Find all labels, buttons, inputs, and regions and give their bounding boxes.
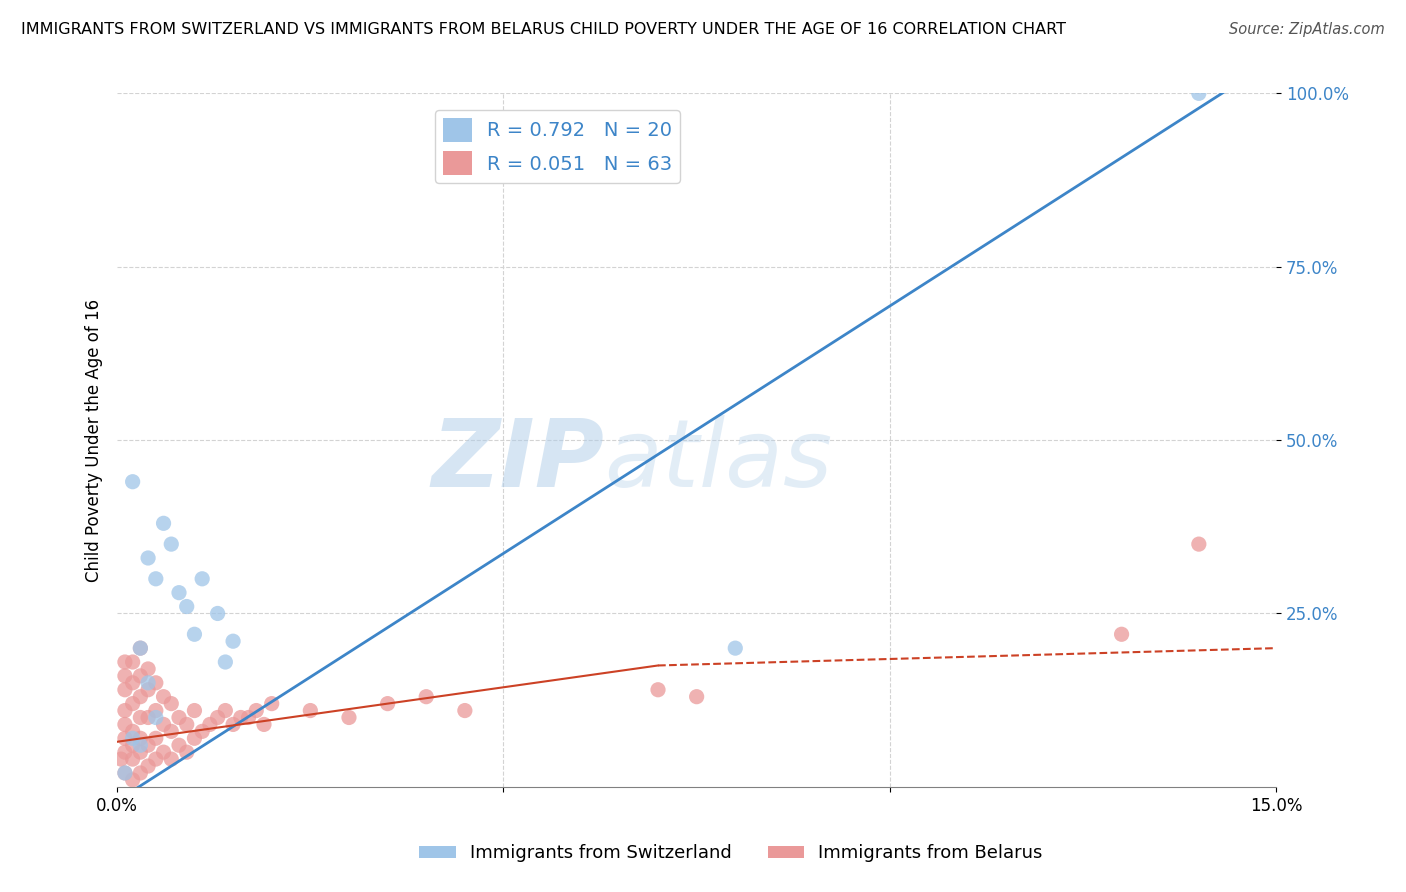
Point xyxy=(110,752,132,766)
Point xyxy=(160,697,183,711)
Point xyxy=(136,738,159,752)
Point xyxy=(129,690,152,704)
Point xyxy=(1111,627,1133,641)
Point xyxy=(136,710,159,724)
Point xyxy=(114,745,136,759)
Point xyxy=(145,675,167,690)
Point xyxy=(167,585,190,599)
Point xyxy=(1188,537,1211,551)
Point xyxy=(114,717,136,731)
Point xyxy=(152,516,174,531)
Point xyxy=(685,690,707,704)
Point xyxy=(377,697,399,711)
Point xyxy=(129,766,152,780)
Text: atlas: atlas xyxy=(605,416,832,507)
Text: ZIP: ZIP xyxy=(432,415,605,507)
Text: Source: ZipAtlas.com: Source: ZipAtlas.com xyxy=(1229,22,1385,37)
Point xyxy=(121,475,143,489)
Point xyxy=(136,759,159,773)
Point xyxy=(121,655,143,669)
Point xyxy=(121,738,143,752)
Point xyxy=(121,772,143,787)
Point xyxy=(454,704,477,718)
Point xyxy=(121,724,143,739)
Point xyxy=(176,745,198,759)
Point xyxy=(129,731,152,746)
Legend: Immigrants from Switzerland, Immigrants from Belarus: Immigrants from Switzerland, Immigrants … xyxy=(412,838,1050,870)
Point xyxy=(229,710,252,724)
Point xyxy=(129,710,152,724)
Point xyxy=(114,766,136,780)
Point xyxy=(145,572,167,586)
Point xyxy=(152,717,174,731)
Point xyxy=(245,704,267,718)
Point xyxy=(136,662,159,676)
Point xyxy=(176,599,198,614)
Point xyxy=(145,710,167,724)
Point xyxy=(191,572,214,586)
Point xyxy=(647,682,669,697)
Point xyxy=(222,717,245,731)
Point xyxy=(152,690,174,704)
Point xyxy=(121,675,143,690)
Point xyxy=(114,682,136,697)
Point xyxy=(724,641,747,656)
Point xyxy=(415,690,437,704)
Point xyxy=(152,745,174,759)
Point xyxy=(121,731,143,746)
Point xyxy=(1188,87,1211,101)
Point xyxy=(167,710,190,724)
Point xyxy=(160,752,183,766)
Text: IMMIGRANTS FROM SWITZERLAND VS IMMIGRANTS FROM BELARUS CHILD POVERTY UNDER THE A: IMMIGRANTS FROM SWITZERLAND VS IMMIGRANT… xyxy=(21,22,1066,37)
Point xyxy=(136,682,159,697)
Legend: R = 0.792   N = 20, R = 0.051   N = 63: R = 0.792 N = 20, R = 0.051 N = 63 xyxy=(434,110,681,183)
Point xyxy=(129,745,152,759)
Y-axis label: Child Poverty Under the Age of 16: Child Poverty Under the Age of 16 xyxy=(86,299,103,582)
Point xyxy=(114,766,136,780)
Point xyxy=(114,704,136,718)
Point xyxy=(253,717,276,731)
Point xyxy=(129,669,152,683)
Point xyxy=(167,738,190,752)
Point xyxy=(129,738,152,752)
Point xyxy=(160,537,183,551)
Point xyxy=(129,641,152,656)
Point xyxy=(337,710,360,724)
Point xyxy=(136,551,159,566)
Point xyxy=(191,724,214,739)
Point xyxy=(145,704,167,718)
Point xyxy=(207,607,229,621)
Point xyxy=(136,675,159,690)
Point xyxy=(299,704,322,718)
Point xyxy=(214,704,236,718)
Point xyxy=(183,731,205,746)
Point xyxy=(129,641,152,656)
Point xyxy=(114,669,136,683)
Point xyxy=(183,627,205,641)
Point xyxy=(238,710,260,724)
Point xyxy=(121,752,143,766)
Point xyxy=(145,752,167,766)
Point xyxy=(260,697,283,711)
Point xyxy=(214,655,236,669)
Point xyxy=(145,731,167,746)
Point xyxy=(176,717,198,731)
Point xyxy=(114,655,136,669)
Point xyxy=(121,697,143,711)
Point xyxy=(183,704,205,718)
Point xyxy=(160,724,183,739)
Point xyxy=(207,710,229,724)
Point xyxy=(114,731,136,746)
Point xyxy=(198,717,221,731)
Point xyxy=(222,634,245,648)
